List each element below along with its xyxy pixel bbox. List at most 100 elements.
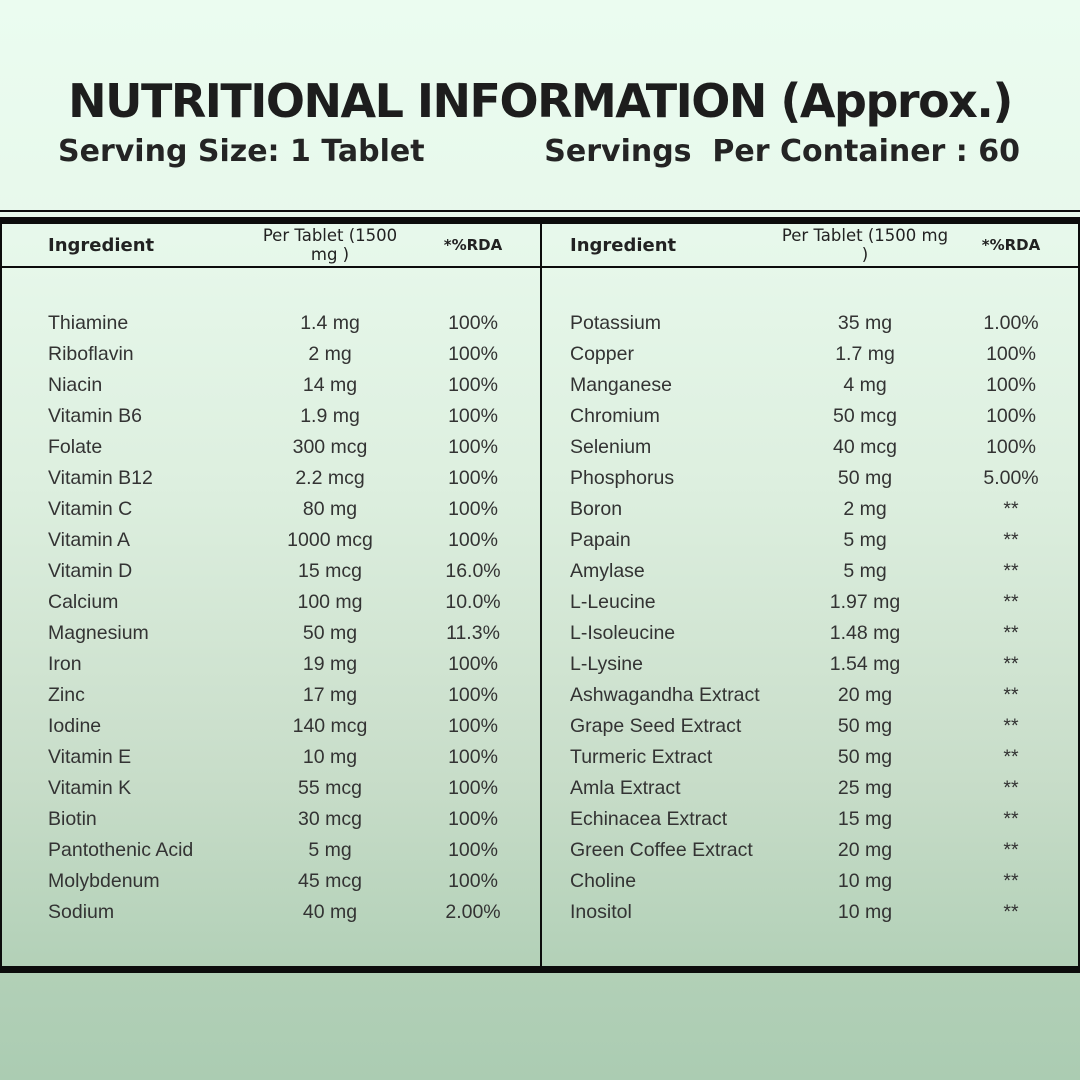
ingredient-amount: 15 mcg — [298, 560, 362, 583]
table-row: Sodium 40 mg 2.00% — [2, 897, 540, 928]
ingredient-name: Amylase — [570, 560, 645, 583]
ingredient-rda: 100% — [448, 436, 498, 459]
table-row: Vitamin B12 2.2 mcg 100% — [2, 463, 540, 494]
ingredient-name: Magnesium — [48, 622, 149, 645]
ingredient-rda: 100% — [448, 343, 498, 366]
ingredient-rda: 100% — [986, 374, 1036, 397]
ingredient-rda: 5.00% — [983, 467, 1039, 490]
table-row: Vitamin E 10 mg 100% — [2, 742, 540, 773]
ingredient-rda: 100% — [986, 436, 1036, 459]
ingredient-rda: ** — [1003, 839, 1019, 862]
ingredient-rda: 100% — [448, 777, 498, 800]
table-row: Chromium 50 mcg 100% — [542, 401, 1078, 432]
ingredient-amount: 1.54 mg — [829, 653, 901, 676]
ingredient-rda: 100% — [448, 374, 498, 397]
table-row: Green Coffee Extract 20 mg ** — [542, 835, 1078, 866]
table-left-header-row: Ingredient Per Tablet (1500 mg ) *%RDA — [2, 224, 540, 269]
column-header-per-tablet: Per Tablet (1500 mg ) — [262, 226, 398, 265]
ingredient-name: Iodine — [48, 715, 102, 738]
ingredient-name: Thiamine — [48, 312, 129, 335]
ingredient-amount: 1.7 mg — [835, 343, 895, 366]
ingredient-amount: 140 mcg — [292, 715, 368, 738]
table-row: Amylase 5 mg ** — [542, 556, 1078, 587]
table-left-panel: Ingredient Per Tablet (1500 mg ) *%RDA T… — [2, 224, 540, 966]
table-row: Iron 19 mg 100% — [2, 649, 540, 680]
ingredient-name: Ashwagandha Extract — [570, 684, 760, 707]
ingredient-rda: 100% — [448, 870, 498, 893]
ingredient-rda: ** — [1003, 498, 1019, 521]
table-row: Vitamin K 55 mcg 100% — [2, 773, 540, 804]
ingredient-amount: 30 mcg — [298, 808, 362, 831]
ingredient-amount: 50 mcg — [833, 405, 897, 428]
table-row: Boron 2 mg ** — [542, 494, 1078, 525]
ingredient-amount: 10 mg — [837, 870, 893, 893]
ingredient-amount: 50 mg — [302, 622, 358, 645]
table-row: Vitamin B6 1.9 mg 100% — [2, 401, 540, 432]
table-right-body: Potassium 35 mg 1.00% Copper 1.7 mg 100% Manga… — [542, 268, 1078, 928]
ingredient-name: Vitamin A — [48, 529, 131, 552]
ingredient-rda: 100% — [448, 746, 498, 769]
ingredient-rda: 100% — [448, 808, 498, 831]
table-row: Riboflavin 2 mg 100% — [2, 339, 540, 370]
ingredient-amount: 20 mg — [837, 684, 893, 707]
ingredient-name: Amla Extract — [570, 777, 681, 800]
ingredient-rda: ** — [1003, 591, 1019, 614]
ingredient-rda: 100% — [448, 529, 498, 552]
table-row: Selenium 40 mcg 100% — [542, 432, 1078, 463]
ingredient-name: Vitamin B12 — [48, 467, 153, 490]
ingredient-amount: 10 mg — [837, 901, 893, 924]
ingredient-rda: ** — [1003, 560, 1019, 583]
ingredient-name: Molybdenum — [48, 870, 160, 893]
column-header-rda: *%RDA — [443, 236, 503, 255]
ingredient-name: Selenium — [570, 436, 652, 459]
ingredient-rda: ** — [1003, 715, 1019, 738]
ingredient-rda: ** — [1003, 653, 1019, 676]
ingredient-name: Biotin — [48, 808, 97, 831]
ingredient-amount: 40 mg — [302, 901, 358, 924]
ingredient-amount: 2.2 mcg — [295, 467, 365, 490]
ingredient-name: Echinacea Extract — [570, 808, 728, 831]
ingredient-name: Sodium — [48, 901, 115, 924]
ingredient-amount: 25 mg — [837, 777, 893, 800]
ingredient-amount: 1.9 mg — [300, 405, 360, 428]
ingredient-amount: 45 mcg — [298, 870, 362, 893]
column-header-rda: *%RDA — [981, 236, 1041, 255]
ingredient-amount: 19 mg — [302, 653, 358, 676]
ingredient-name: Calcium — [48, 591, 119, 614]
ingredient-amount: 5 mg — [843, 560, 887, 583]
ingredient-name: Green Coffee Extract — [570, 839, 753, 862]
ingredient-amount: 40 mcg — [833, 436, 897, 459]
table-row: Turmeric Extract 50 mg ** — [542, 742, 1078, 773]
table-row: L-Isoleucine 1.48 mg ** — [542, 618, 1078, 649]
table-row: Echinacea Extract 15 mg ** — [542, 804, 1078, 835]
table-row: Papain 5 mg ** — [542, 525, 1078, 556]
ingredient-rda: 100% — [448, 312, 498, 335]
ingredient-name: Potassium — [570, 312, 662, 335]
ingredient-amount: 5 mg — [308, 839, 352, 862]
ingredient-name: Folate — [48, 436, 103, 459]
label-header: NUTRITIONAL INFORMATION (Approx.) Servin… — [0, 0, 1080, 169]
table-row: Calcium 100 mg 10.0% — [2, 587, 540, 618]
ingredient-name: Inositol — [570, 901, 632, 924]
ingredient-name: Copper — [570, 343, 634, 366]
table-row: Vitamin C 80 mg 100% — [2, 494, 540, 525]
ingredient-name: Pantothenic Acid — [48, 839, 194, 862]
ingredient-name: Vitamin E — [48, 746, 132, 769]
ingredient-rda: 100% — [448, 467, 498, 490]
ingredient-name: Manganese — [570, 374, 672, 397]
table-left-body: Thiamine 1.4 mg 100% Riboflavin 2 mg 100% Niac… — [2, 268, 540, 928]
ingredient-amount: 50 mg — [837, 467, 893, 490]
table-row: Biotin 30 mcg 100% — [2, 804, 540, 835]
ingredient-name: Turmeric Extract — [570, 746, 713, 769]
ingredient-rda: 10.0% — [445, 591, 501, 614]
ingredient-name: Vitamin B6 — [48, 405, 142, 428]
ingredient-amount: 14 mg — [302, 374, 358, 397]
serving-size-text: Serving Size: 1 Tablet — [58, 134, 425, 170]
ingredient-amount: 1.97 mg — [829, 591, 901, 614]
ingredient-name: Zinc — [48, 684, 85, 707]
ingredient-name: Vitamin D — [48, 560, 133, 583]
ingredient-rda: ** — [1003, 901, 1019, 924]
table-row: Molybdenum 45 mcg 100% — [2, 866, 540, 897]
ingredient-name: L-Isoleucine — [570, 622, 676, 645]
ingredient-rda: ** — [1003, 746, 1019, 769]
